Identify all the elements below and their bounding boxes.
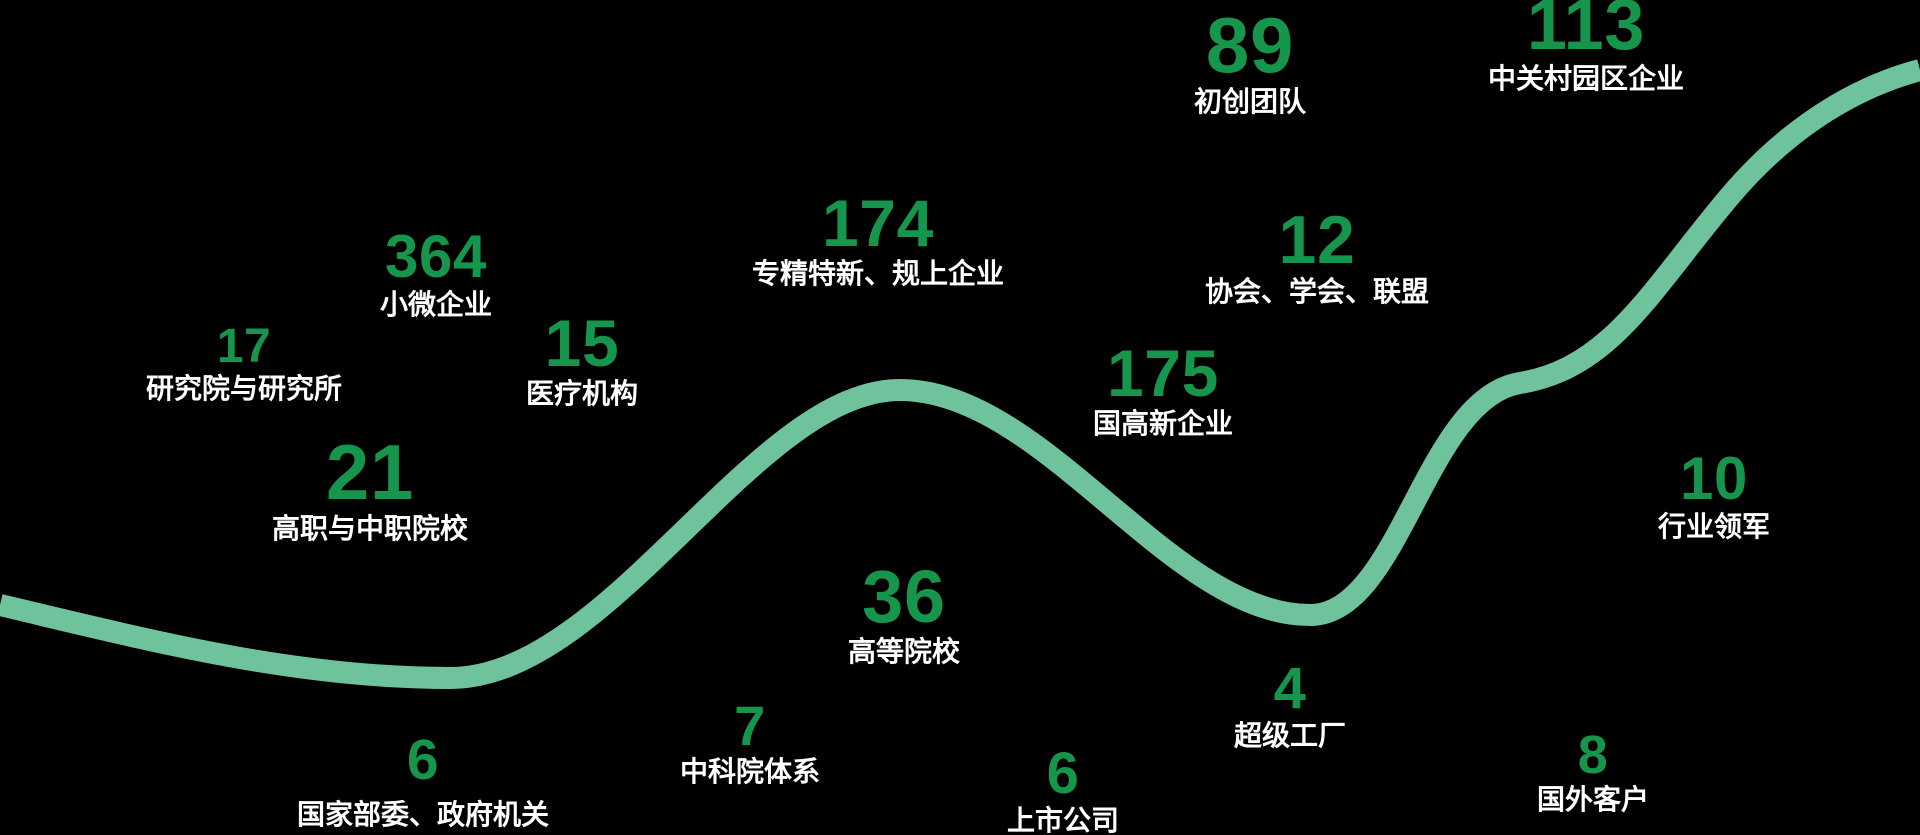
stat-label: 医疗机构 <box>525 378 639 409</box>
stat-national-high-tech-enterprises: 175 国高新企业 <box>1093 340 1233 440</box>
stat-label: 中科院体系 <box>679 756 821 787</box>
stat-label: 小微企业 <box>379 289 493 320</box>
stat-value: 8 <box>1577 725 1609 785</box>
stat-label: 高职与中职院校 <box>271 513 469 544</box>
stat-zhongguancun-park-enterprises: 113 中关村园区企业 <box>1488 0 1684 95</box>
stat-startup-teams: 89 初创团队 <box>1194 6 1306 118</box>
stat-label: 研究院与研究所 <box>145 373 343 404</box>
stat-value: 175 <box>1106 336 1220 410</box>
stat-value: 364 <box>385 223 487 290</box>
stat-cas-system: 7 中科院体系 <box>680 698 820 788</box>
stat-industry-leaders: 10 行业领军 <box>1658 449 1770 543</box>
stat-associations-societies-alliances: 12 协会、学会、联盟 <box>1205 206 1429 308</box>
stat-label: 中关村园区企业 <box>1487 63 1685 94</box>
stat-label: 国外客户 <box>1536 784 1650 815</box>
stat-super-factories: 4 超级工厂 <box>1234 660 1346 752</box>
stat-vocational-colleges: 21 高职与中职院校 <box>272 433 468 545</box>
stat-value: 113 <box>1526 0 1646 65</box>
stat-label: 初创团队 <box>1193 86 1307 117</box>
stat-label: 国高新企业 <box>1092 408 1234 439</box>
stat-srdi-above-scale-enterprises: 174 专精特新、规上企业 <box>752 190 1004 290</box>
stat-listed-companies: 6 上市公司 <box>1007 745 1119 835</box>
stat-value: 89 <box>1205 1 1295 89</box>
stat-value: 10 <box>1680 445 1748 512</box>
stat-value: 6 <box>406 728 440 792</box>
stat-medical-institutions: 15 医疗机构 <box>526 310 638 410</box>
stat-value: 4 <box>1273 656 1307 721</box>
wave-path <box>0 59 1920 690</box>
stat-ministries-government: 6 国家部委、政府机关 <box>297 732 549 831</box>
stat-label: 行业领军 <box>1657 511 1771 542</box>
stat-value: 174 <box>821 186 935 260</box>
stat-value: 15 <box>544 306 620 380</box>
stat-value: 7 <box>734 694 766 757</box>
stat-label: 高等院校 <box>847 636 961 667</box>
stat-value: 17 <box>216 320 272 373</box>
stat-overseas-clients: 8 国外客户 <box>1537 728 1649 816</box>
stat-value: 21 <box>325 428 415 516</box>
stat-value: 6 <box>1046 741 1080 806</box>
stat-universities: 36 高等院校 <box>848 560 960 668</box>
stat-small-micro-enterprises: 364 小微企业 <box>380 227 492 321</box>
stat-label: 国家部委、政府机关 <box>296 799 550 830</box>
stat-value: 12 <box>1278 202 1356 278</box>
stat-label: 专精特新、规上企业 <box>751 258 1005 289</box>
stat-research-institutes: 17 研究院与研究所 <box>146 323 342 405</box>
stat-label: 超级工厂 <box>1233 720 1347 751</box>
stat-value: 36 <box>862 555 946 638</box>
stat-label: 上市公司 <box>1006 805 1120 835</box>
stat-label: 协会、学会、联盟 <box>1204 276 1430 307</box>
